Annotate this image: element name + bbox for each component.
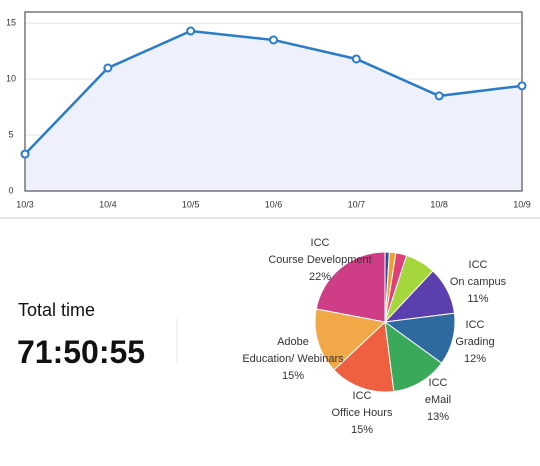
plot-border	[24, 11, 523, 192]
slice-name: ICC Course Development	[268, 237, 372, 266]
point	[434, 91, 444, 101]
x-tick-label: 10/8	[430, 199, 448, 209]
slice-value: 15%	[281, 370, 305, 382]
slice-label: ICC eMail 13%	[373, 375, 503, 426]
slice-label: Adobe Education/ Webinars 15%	[228, 334, 358, 385]
pie-slice	[333, 320, 395, 393]
slice-value: 11%	[467, 293, 489, 305]
slice-label: ICC Office Hours 15%	[297, 388, 427, 439]
slice-value: 15%	[350, 424, 374, 436]
pie-slice	[315, 251, 386, 323]
area	[25, 31, 522, 191]
slice-label: ICC Grading 12%	[410, 317, 540, 368]
pie-slice	[314, 308, 387, 371]
slice-value: 12%	[463, 353, 487, 365]
x-tick-label: 10/6	[265, 199, 283, 209]
point	[269, 35, 278, 45]
slice-name: ICC Grading	[455, 319, 495, 348]
point	[517, 81, 527, 91]
pie-slice	[384, 320, 443, 393]
point	[351, 54, 361, 64]
slice-name: ICC On campus	[449, 259, 507, 288]
total-time-label: Total time	[18, 300, 96, 320]
y-tick-label: 0	[8, 185, 13, 195]
slice-label: ICC On campus 11%	[413, 257, 540, 308]
x-tick-label: 10/3	[16, 199, 34, 209]
slice-name: ICC eMail	[424, 377, 452, 406]
slice-label: ICC Course Development 22%	[255, 235, 385, 286]
x-tick-label: 10/4	[99, 199, 117, 209]
slice-value: 13%	[426, 411, 450, 423]
slice-name: Adobe Education/ Webinars	[242, 336, 344, 365]
x-tick-label: 10/9	[513, 199, 531, 209]
slice-name: ICC Office Hours	[331, 390, 393, 419]
point	[20, 149, 30, 159]
y-tick-label: 15	[6, 18, 16, 28]
slice-value: 22%	[308, 271, 332, 283]
point	[186, 26, 196, 36]
y-tick-label: 5	[8, 129, 13, 139]
y-tick-label: 10	[6, 74, 16, 84]
x-tick-label: 10/5	[182, 199, 200, 209]
x-tick-label: 10/7	[348, 199, 366, 209]
total-time-value: 71:50:55	[17, 334, 146, 370]
point	[103, 63, 113, 73]
